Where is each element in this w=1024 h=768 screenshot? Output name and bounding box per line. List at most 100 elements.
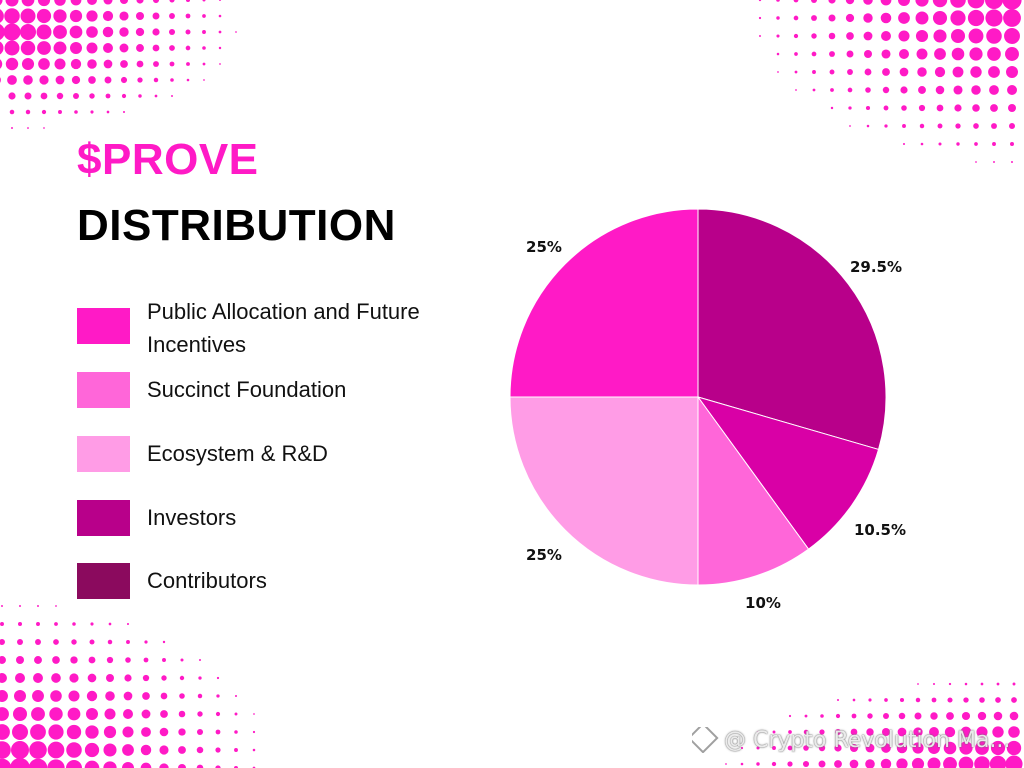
halftone-dot <box>86 708 98 720</box>
halftone-dot <box>215 729 221 735</box>
halftone-dot <box>197 711 203 717</box>
pie-slice <box>697 208 887 451</box>
halftone-dot <box>120 76 128 84</box>
halftone-dot <box>49 707 63 721</box>
halftone-dot <box>0 24 5 40</box>
halftone-dot <box>0 41 4 55</box>
halftone-dot <box>758 16 762 20</box>
halftone-dot <box>0 656 6 664</box>
halftone-dot <box>1007 85 1017 95</box>
halftone-dot <box>899 49 909 59</box>
halftone-dot <box>929 727 939 737</box>
halftone-dot <box>865 105 871 111</box>
halftone-dot <box>70 656 78 664</box>
halftone-dot <box>53 639 59 645</box>
halftone-dot <box>136 0 144 4</box>
halftone-dot <box>937 123 943 129</box>
halftone-dot <box>793 15 799 21</box>
halftone-dot <box>169 61 175 67</box>
halftone-dot <box>140 744 152 756</box>
halftone-dot <box>829 51 835 57</box>
halftone-dot <box>122 762 134 768</box>
halftone-dot <box>915 29 929 43</box>
halftone-dot <box>932 10 948 26</box>
halftone-dot <box>993 711 1003 721</box>
halftone-dot <box>73 93 79 99</box>
halftone-dot <box>170 78 174 82</box>
halftone-dot <box>836 698 840 702</box>
halftone-dot <box>216 694 220 698</box>
halftone-dot <box>811 15 817 21</box>
halftone-dot <box>219 63 221 65</box>
halftone-dot <box>135 27 145 37</box>
halftone-dot <box>0 741 11 759</box>
halftone-dot <box>43 127 45 129</box>
halftone-dot <box>36 8 52 24</box>
halftone-dot <box>66 724 82 740</box>
halftone-dot <box>954 104 962 112</box>
legend-swatch <box>77 500 130 536</box>
halftone-dot <box>84 760 100 768</box>
legend-item-public-allocation: Public Allocation and Future Incentives <box>77 299 477 357</box>
halftone-dot <box>898 712 906 720</box>
halftone-dot <box>794 52 798 56</box>
legend-swatch <box>77 372 130 408</box>
halftone-dot <box>931 697 937 703</box>
halftone-dot <box>3 23 21 41</box>
halftone-dot <box>992 726 1004 738</box>
diamond-logo-icon <box>692 727 719 753</box>
halftone-dot <box>756 730 760 734</box>
halftone-dot <box>967 0 985 9</box>
halftone-dot <box>85 725 99 739</box>
halftone-dot <box>955 123 961 129</box>
halftone-dot <box>37 41 51 55</box>
halftone-dot <box>898 30 910 42</box>
halftone-dot <box>86 10 98 22</box>
halftone-dot <box>179 693 185 699</box>
halftone-dot <box>168 28 176 36</box>
halftone-dot <box>215 765 221 768</box>
halftone-dot <box>958 756 974 768</box>
halftone-dot <box>900 86 908 94</box>
halftone-dot <box>1002 0 1022 10</box>
halftone-dot <box>106 656 114 664</box>
halftone-dot <box>884 698 888 702</box>
halftone-dot <box>818 744 826 752</box>
halftone-dot <box>918 86 926 94</box>
halftone-dot <box>40 92 48 100</box>
halftone-dot <box>159 745 169 755</box>
halftone-dot <box>1008 726 1020 738</box>
halftone-dot <box>87 0 97 5</box>
halftone-dot <box>25 109 31 115</box>
halftone-dot <box>54 58 66 70</box>
halftone-dot <box>852 698 856 702</box>
halftone-dot <box>119 27 129 37</box>
halftone-dot <box>68 690 80 702</box>
halftone-dot <box>881 49 891 59</box>
halftone-dot <box>48 724 64 740</box>
halftone-dot <box>0 622 4 626</box>
halftone-dot <box>919 123 925 129</box>
halftone-dot <box>777 71 779 73</box>
halftone-dot <box>103 43 113 53</box>
halftone-dot <box>34 656 42 664</box>
halftone-dot <box>160 710 168 718</box>
halftone-dot <box>103 0 113 5</box>
halftone-dot <box>153 61 159 67</box>
halftone-dot <box>961 711 971 721</box>
halftone-dot <box>137 77 143 83</box>
halftone-dot <box>776 16 780 20</box>
halftone-dot <box>986 28 1002 44</box>
legend-label: Investors <box>147 505 237 530</box>
halftone-dot <box>141 727 151 737</box>
halftone-dot <box>198 676 202 680</box>
halftone-dot <box>847 87 853 93</box>
halftone-dot <box>819 729 825 735</box>
halftone-dot <box>144 640 148 644</box>
halftone-dot <box>883 105 889 111</box>
halftone-dot <box>104 76 112 84</box>
halftone-dot <box>985 0 1003 9</box>
halftone-dot <box>835 713 841 719</box>
halftone-dot <box>105 691 115 701</box>
